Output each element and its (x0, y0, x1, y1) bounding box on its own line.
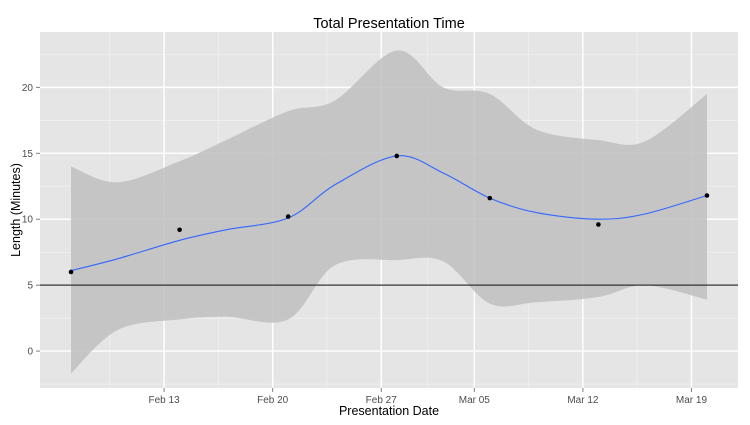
x-tick-label: Feb 13 (149, 395, 181, 406)
confidence-ribbon (71, 50, 707, 374)
data-point (394, 153, 400, 159)
data-point (704, 193, 710, 198)
x-axis-title: Presentation Date (339, 404, 439, 418)
x-tick-label: Feb 27 (366, 395, 398, 406)
y-tick-label: 20 (22, 83, 34, 94)
y-tick-label: 15 (22, 149, 34, 160)
chart-title: Total Presentation Time (313, 16, 465, 32)
data-point (285, 214, 291, 219)
data-point (596, 222, 601, 227)
y-axis-title: Length (Minutes) (9, 163, 23, 257)
data-point (177, 227, 182, 233)
y-tick-label: 5 (27, 281, 33, 292)
x-tick-label: Mar 19 (676, 395, 708, 406)
data-points (68, 153, 710, 275)
x-tick-label: Feb 20 (257, 395, 289, 406)
y-axis-ticks: 0 5 10 15 20 (22, 83, 40, 358)
x-axis-ticks: Feb 13 Feb 20 Feb 27 Mar 05 Mar 12 Mar 19 (149, 388, 708, 406)
y-tick-label: 0 (27, 347, 33, 358)
data-point (487, 195, 493, 201)
data-point (68, 269, 74, 275)
x-tick-label: Mar 05 (459, 395, 491, 406)
x-tick-label: Mar 12 (567, 395, 599, 406)
y-tick-label: 10 (22, 215, 34, 226)
